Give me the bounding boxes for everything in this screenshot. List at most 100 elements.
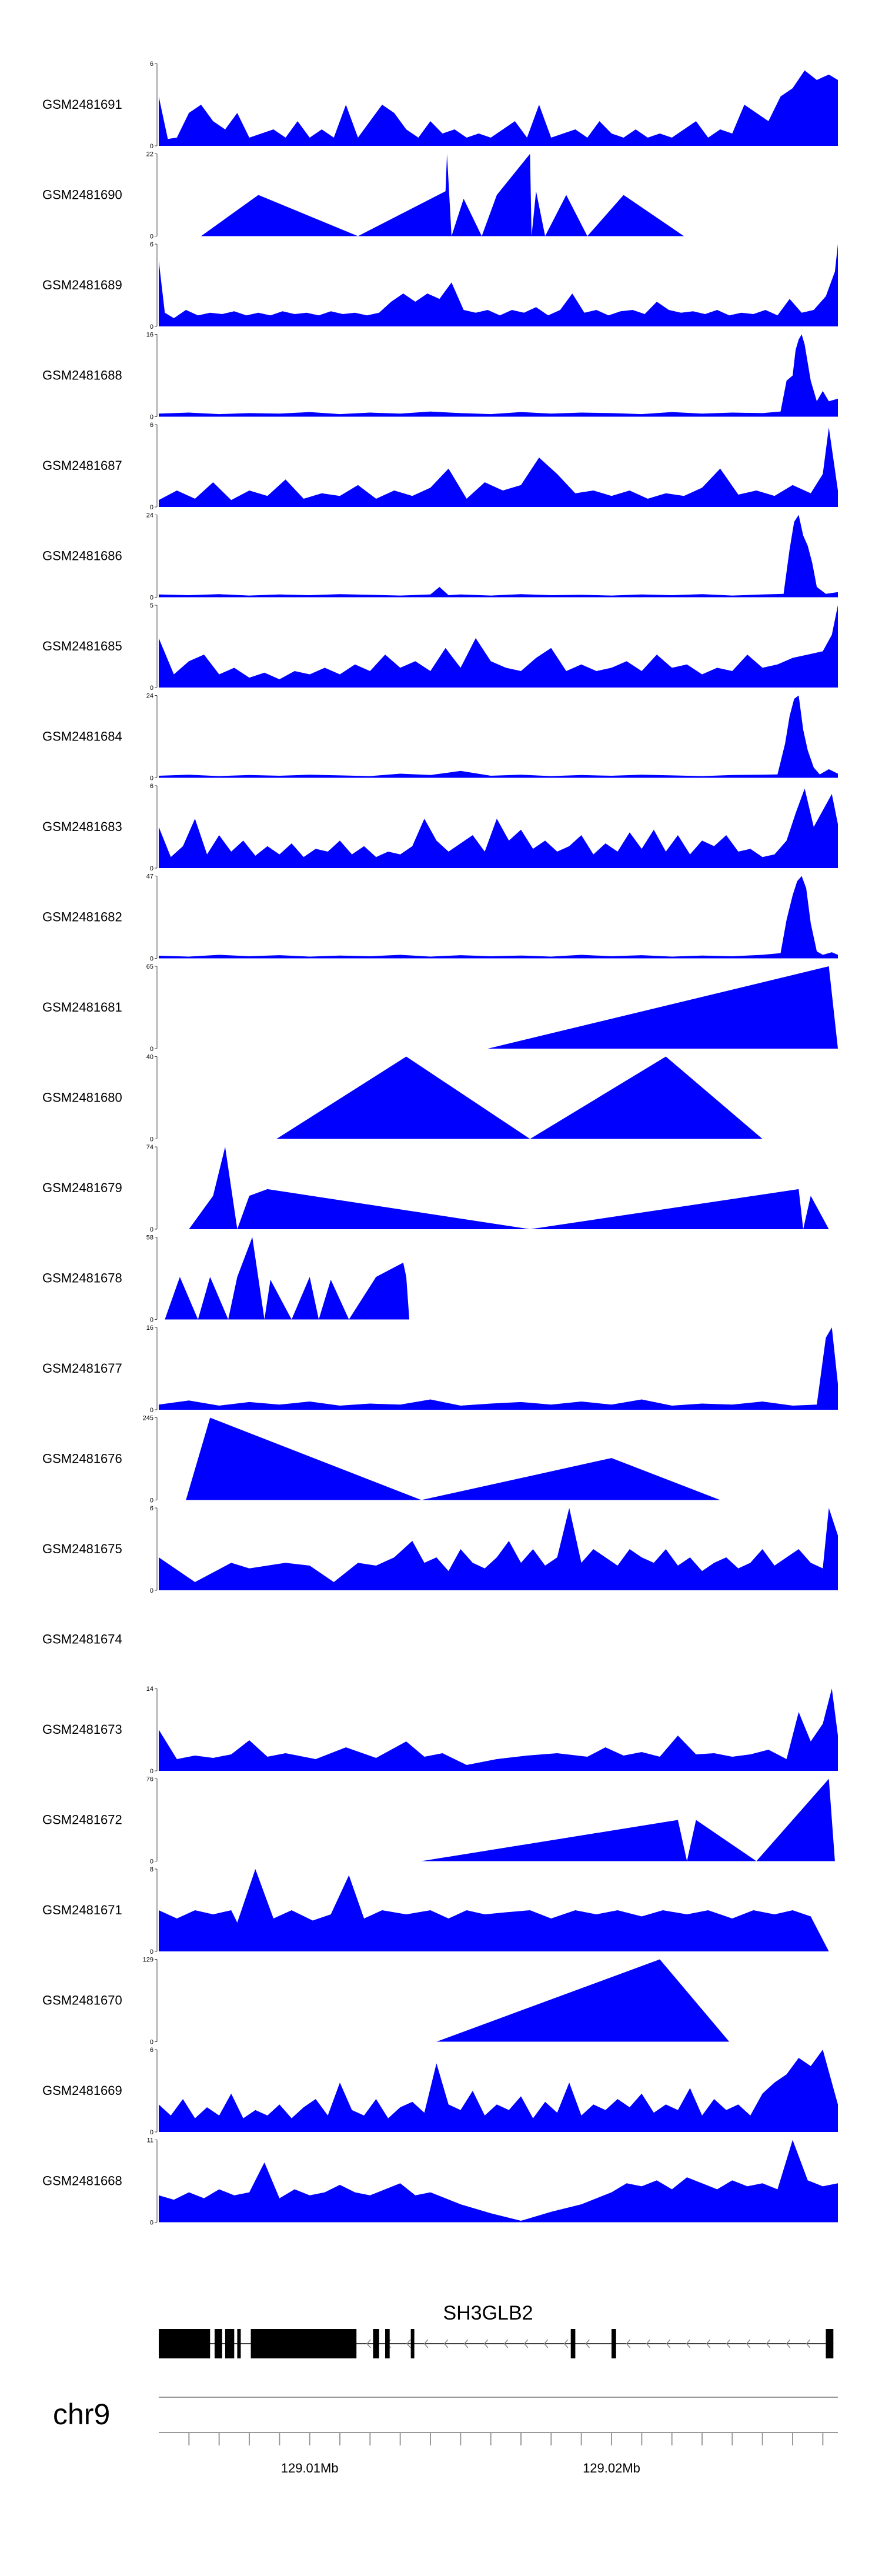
- coverage-area: [186, 1417, 720, 1500]
- genome-axis-track: chr9 129.01Mb 129.02Mb: [53, 2397, 838, 2475]
- chromosome-label: chr9: [53, 2398, 110, 2431]
- track-ymin-label: 0: [150, 323, 153, 331]
- track-sample-label: GSM2481687: [42, 458, 122, 473]
- track-GSM2481684: GSM2481684 24 0: [42, 693, 838, 782]
- coverage-area: [159, 334, 838, 417]
- track-sample-label: GSM2481674: [42, 1632, 122, 1647]
- coverage-area: [159, 1689, 838, 1771]
- track-GSM2481682: GSM2481682 47 0: [42, 873, 838, 963]
- track-GSM2481686: GSM2481686 24 0: [42, 512, 838, 602]
- strand-arrow: [523, 2339, 529, 2348]
- track-ymin-label: 0: [150, 1046, 153, 1053]
- axis-tick-label: 129.01Mb: [281, 2461, 339, 2475]
- track-ymin-label: 0: [150, 775, 153, 782]
- strand-arrow: [503, 2339, 509, 2348]
- coverage-area: [487, 966, 838, 1049]
- gene-name-label: SH3GLB2: [443, 2302, 533, 2324]
- track-GSM2481674: GSM2481674: [42, 1632, 122, 1647]
- track-ymax-label: 47: [146, 873, 153, 880]
- track-GSM2481670: GSM2481670 129 0: [42, 1957, 730, 2046]
- track-sample-label: GSM2481689: [42, 278, 122, 292]
- strand-arrow: [366, 2339, 371, 2348]
- coverage-area: [159, 695, 838, 778]
- coverage-area: [159, 244, 838, 326]
- track-ymax-label: 6: [150, 241, 153, 248]
- track-sample-label: GSM2481672: [42, 1813, 122, 1827]
- track-ymax-label: 76: [146, 1776, 153, 1783]
- track-sample-label: GSM2481679: [42, 1180, 122, 1195]
- track-ymin-label: 0: [150, 504, 153, 511]
- track-ymax-label: 40: [146, 1054, 153, 1061]
- track-ymin-label: 0: [150, 1768, 153, 1775]
- track-GSM2481683: GSM2481683 6 0: [42, 783, 838, 872]
- track-ymax-label: 24: [146, 693, 153, 700]
- strand-arrow: [806, 2339, 811, 2348]
- strand-arrow: [483, 2339, 489, 2348]
- strand-arrow: [543, 2339, 549, 2348]
- track-ymax-label: 129: [143, 1957, 153, 1964]
- track-GSM2481681: GSM2481681 65 0: [42, 963, 838, 1053]
- track-sample-label: GSM2481685: [42, 639, 122, 653]
- track-sample-label: GSM2481671: [42, 1903, 122, 1917]
- gene-exon: [250, 2329, 357, 2358]
- track-sample-label: GSM2481686: [42, 549, 122, 563]
- strand-arrow: [585, 2339, 590, 2348]
- track-ymin-label: 0: [150, 233, 153, 241]
- track-ymax-label: 11: [147, 2137, 153, 2144]
- gene-exon: [373, 2329, 379, 2358]
- gene-exon: [214, 2329, 222, 2358]
- track-GSM2481672: GSM2481672 76 0: [42, 1776, 835, 1866]
- coverage-area: [436, 1959, 730, 2042]
- track-sample-label: GSM2481670: [42, 1993, 122, 2008]
- strand-arrow: [423, 2339, 429, 2348]
- gene-exon: [826, 2329, 834, 2358]
- track-ymin-label: 0: [150, 143, 153, 150]
- track-ymin-label: 0: [150, 1136, 153, 1143]
- track-ymin-label: 0: [150, 1407, 153, 1414]
- coverage-tracks: GSM248169160GSM2481690220GSM248168960GSM…: [42, 61, 838, 2227]
- track-GSM2481691: GSM2481691 6 0: [42, 61, 838, 150]
- coverage-area: [159, 876, 838, 959]
- coverage-area: [159, 70, 838, 146]
- track-sample-label: GSM2481684: [42, 729, 122, 744]
- track-sample-label: GSM2481677: [42, 1361, 122, 1376]
- track-ymax-label: 16: [146, 332, 153, 339]
- strand-arrow: [746, 2339, 751, 2348]
- gene-exon: [410, 2329, 415, 2358]
- coverage-area: [159, 2140, 838, 2223]
- strand-arrow: [626, 2339, 631, 2348]
- track-ymax-label: 74: [146, 1144, 153, 1151]
- gene-exon: [612, 2329, 616, 2358]
- track-ymin-label: 0: [150, 2039, 153, 2046]
- track-GSM2481668: GSM2481668 11 0: [42, 2137, 838, 2227]
- track-ymax-label: 14: [146, 1686, 153, 1693]
- track-ymax-label: 22: [146, 151, 153, 158]
- track-ymin-label: 0: [150, 956, 153, 963]
- coverage-area: [159, 427, 838, 507]
- track-ymin-label: 0: [150, 2129, 153, 2136]
- track-sample-label: GSM2481680: [42, 1090, 122, 1105]
- strand-arrow: [463, 2339, 469, 2348]
- strand-arrow: [406, 2339, 411, 2348]
- gene-exon: [385, 2329, 390, 2358]
- track-ymax-label: 24: [146, 512, 153, 519]
- track-ymax-label: 16: [146, 1324, 153, 1332]
- track-sample-label: GSM2481678: [42, 1271, 122, 1286]
- track-GSM2481689: GSM2481689 6 0: [42, 241, 838, 331]
- track-ymin-label: 0: [150, 1587, 153, 1594]
- track-GSM2481679: GSM2481679 74 0: [42, 1144, 829, 1233]
- gene-exons: [159, 2329, 834, 2358]
- track-GSM2481678: GSM2481678 58 0: [42, 1234, 624, 1324]
- track-ymin-label: 0: [150, 595, 153, 602]
- track-sample-label: GSM2481691: [42, 97, 122, 112]
- strand-arrow: [443, 2339, 449, 2348]
- track-ymin-label: 0: [150, 1858, 153, 1866]
- axis-tick-label: 129.02Mb: [583, 2461, 640, 2475]
- track-sample-label: GSM2481682: [42, 910, 122, 925]
- track-ymin-label: 0: [150, 1317, 153, 1324]
- track-ymin-label: 0: [150, 2220, 153, 2227]
- strand-arrows: [366, 2339, 811, 2348]
- track-ymax-label: 6: [150, 422, 153, 429]
- track-sample-label: GSM2481683: [42, 819, 122, 834]
